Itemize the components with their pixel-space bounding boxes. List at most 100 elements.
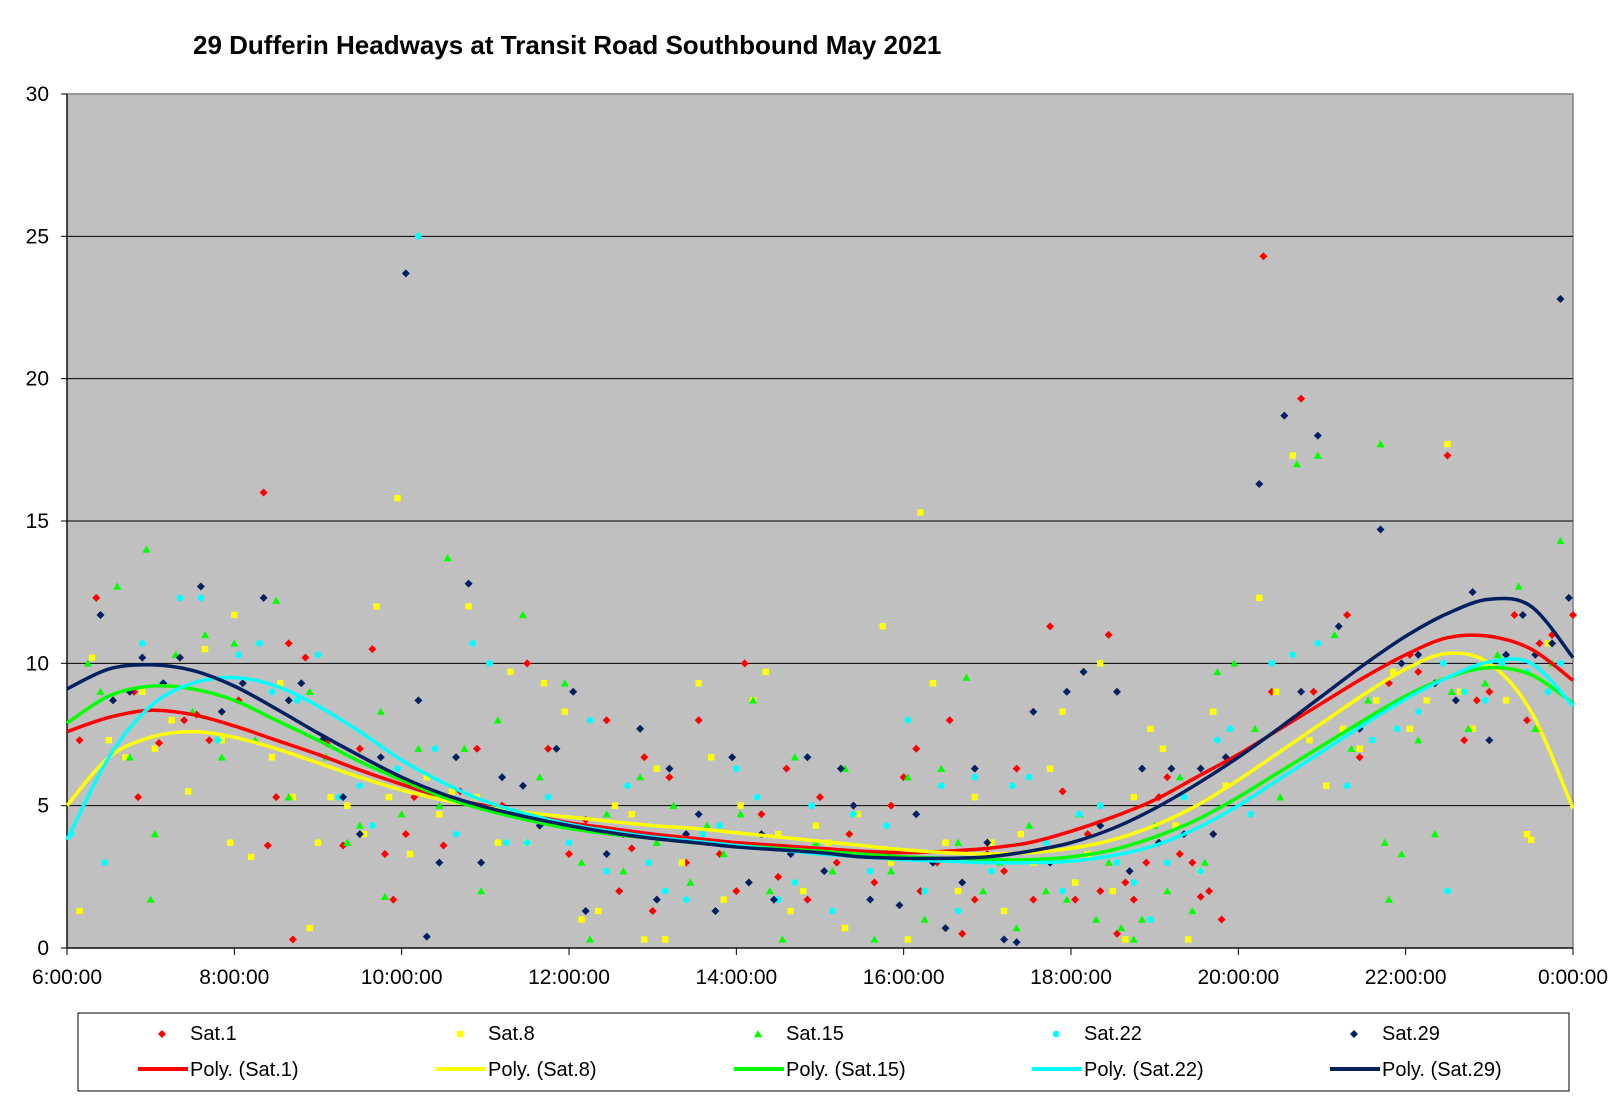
point-4-88 xyxy=(1556,294,1565,303)
point-3-68 xyxy=(1393,725,1401,733)
point-3-9 xyxy=(268,688,276,696)
point-2-52 xyxy=(903,773,912,781)
point-3-1 xyxy=(101,859,109,866)
point-0-18 xyxy=(368,645,377,654)
point-3-33 xyxy=(732,765,740,773)
point-1-21 xyxy=(373,603,380,610)
point-0-94 xyxy=(1522,716,1531,725)
point-4-66 xyxy=(1167,764,1176,773)
point-3-24 xyxy=(565,839,573,847)
point-4-44 xyxy=(836,764,845,773)
point-1-65 xyxy=(988,839,995,846)
point-0-69 xyxy=(1113,929,1122,938)
point-0-85 xyxy=(1355,753,1364,762)
point-4-13 xyxy=(339,793,348,802)
point-4-51 xyxy=(941,924,950,933)
point-3-61 xyxy=(1226,725,1234,733)
point-1-89 xyxy=(1339,725,1347,733)
x-tick-label-7: 20:00:00 xyxy=(1197,966,1279,989)
point-0-62 xyxy=(1029,895,1038,904)
point-2-53 xyxy=(920,915,929,923)
point-2-45 xyxy=(790,753,799,761)
point-4-72 xyxy=(1280,411,1289,420)
point-1-86 xyxy=(1289,452,1296,459)
point-0-10 xyxy=(263,841,272,850)
point-2-55 xyxy=(954,838,963,846)
point-2-68 xyxy=(1138,915,1147,923)
point-3-54 xyxy=(1113,859,1121,866)
legend-marker-4 xyxy=(1350,1030,1358,1038)
point-3-51 xyxy=(1059,887,1067,895)
point-1-96 xyxy=(1456,688,1464,695)
point-2-43 xyxy=(765,887,774,895)
point-2-38 xyxy=(686,878,695,886)
point-0-42 xyxy=(757,810,766,819)
point-4-64 xyxy=(1138,764,1147,773)
point-0-20 xyxy=(389,895,398,904)
point-3-19 xyxy=(469,640,477,647)
point-2-87 xyxy=(1414,736,1423,744)
point-1-69 xyxy=(1046,765,1054,772)
point-3-10 xyxy=(293,696,301,704)
point-1-7 xyxy=(185,788,192,795)
point-2-27 xyxy=(493,716,502,724)
series-sat-15 xyxy=(83,440,1565,943)
point-4-33 xyxy=(665,764,674,773)
point-3-53 xyxy=(1096,802,1104,810)
series-sat-8 xyxy=(76,440,1552,943)
legend-label-5: Poly. (Sat.1) xyxy=(190,1059,299,1081)
x-tick-label-4: 14:00:00 xyxy=(695,966,777,989)
point-0-27 xyxy=(523,659,532,668)
point-4-56 xyxy=(1012,938,1021,947)
legend-entry-9: Poly. (Sat.29) xyxy=(1330,1059,1502,1081)
point-2-6 xyxy=(150,830,159,838)
point-1-17 xyxy=(314,839,322,846)
point-1-87 xyxy=(1306,736,1313,744)
point-4-15 xyxy=(376,753,385,762)
point-1-27 xyxy=(448,788,456,795)
point-3-47 xyxy=(988,867,995,875)
point-3-70 xyxy=(1439,659,1447,667)
point-0-84 xyxy=(1343,610,1352,619)
point-4-62 xyxy=(1113,687,1122,696)
point-3-5 xyxy=(197,594,205,602)
legend-entry-8: Poly. (Sat.22) xyxy=(1032,1059,1204,1081)
point-1-23 xyxy=(394,495,401,502)
point-0-25 xyxy=(472,744,481,753)
point-0-60 xyxy=(1000,867,1009,876)
point-0-31 xyxy=(602,716,611,725)
legend-label-2: Sat.15 xyxy=(786,1023,844,1045)
point-4-55 xyxy=(1000,935,1009,944)
series-sat-22 xyxy=(67,232,1564,923)
point-2-18 xyxy=(355,821,364,829)
point-2-96 xyxy=(1556,536,1565,545)
point-0-1 xyxy=(92,593,101,602)
point-0-46 xyxy=(816,793,824,802)
point-2-59 xyxy=(1012,924,1021,932)
point-2-10 xyxy=(217,753,226,761)
point-4-46 xyxy=(866,895,875,904)
point-0-89 xyxy=(1443,451,1452,460)
point-4-21 xyxy=(464,579,473,588)
legend-entry-1: Sat.8 xyxy=(456,1023,535,1045)
point-2-29 xyxy=(535,773,544,781)
point-0-23 xyxy=(439,841,448,850)
point-1-101 xyxy=(1527,836,1535,844)
point-0-65 xyxy=(1071,895,1080,904)
point-0-53 xyxy=(912,744,921,753)
point-2-74 xyxy=(1213,667,1222,676)
point-0-72 xyxy=(1142,858,1151,867)
point-0-3 xyxy=(134,793,143,802)
point-3-60 xyxy=(1214,736,1221,744)
point-4-75 xyxy=(1334,622,1343,631)
legend-entry-3: Sat.22 xyxy=(1052,1023,1142,1045)
point-0-44 xyxy=(782,764,791,773)
point-4-63 xyxy=(1125,867,1134,876)
point-1-78 xyxy=(1159,745,1167,752)
legend-label-9: Poly. (Sat.29) xyxy=(1382,1059,1502,1081)
point-4-68 xyxy=(1196,764,1205,773)
x-tick-label-6: 18:00:00 xyxy=(1030,966,1112,989)
point-3-22 xyxy=(523,839,531,847)
point-2-21 xyxy=(397,810,406,818)
